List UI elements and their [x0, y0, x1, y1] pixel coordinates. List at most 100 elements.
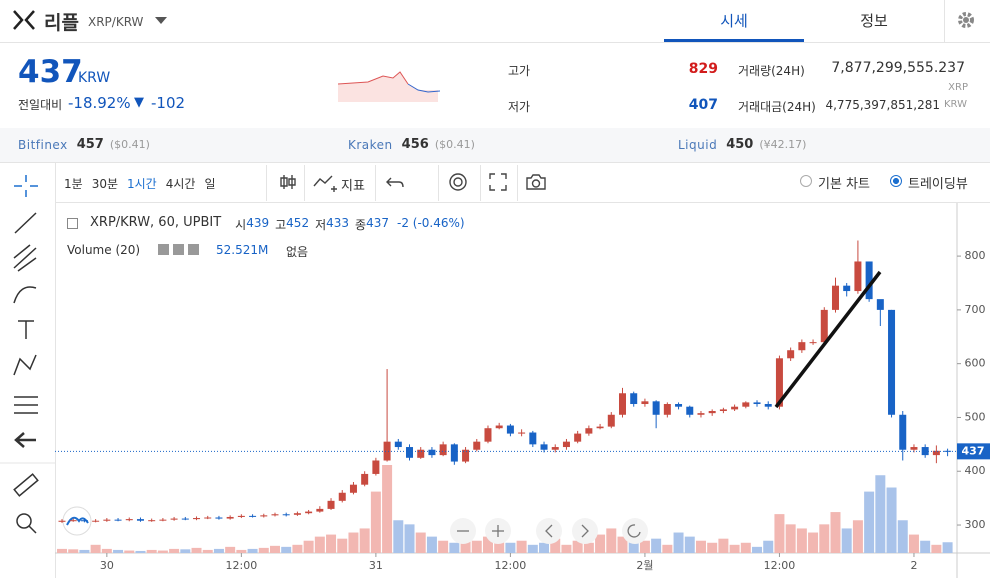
candle-body	[910, 447, 918, 450]
candle-body	[708, 411, 716, 414]
candle-body	[865, 261, 873, 300]
toolbar-icon[interactable]	[385, 172, 411, 194]
candle-body	[518, 432, 526, 434]
volume-bar	[471, 540, 482, 553]
indicator[interactable]: 지표	[341, 179, 365, 194]
candle-body	[428, 449, 436, 456]
exchange-price: 457	[76, 137, 104, 152]
volume-icons[interactable]	[158, 244, 203, 255]
interval[interactable]: 1시간	[127, 177, 157, 191]
volume-bar	[583, 542, 594, 553]
volume-bar	[247, 548, 258, 553]
tab[interactable]: 정보	[860, 12, 888, 30]
volume-bar	[639, 540, 650, 553]
symbol: XRP/KRW, 60, UPBIT	[90, 215, 222, 230]
candle-body	[562, 441, 570, 448]
chart-mode[interactable]: 트레이딩뷰	[908, 177, 968, 192]
candle-body	[193, 518, 201, 520]
volume-bar	[101, 548, 112, 553]
candle-body	[663, 404, 671, 415]
candle-body	[607, 414, 615, 427]
volume-bar	[707, 542, 718, 553]
candle-body	[843, 285, 851, 292]
coin-icon	[13, 10, 35, 30]
volume-bar	[438, 540, 449, 553]
coin-name: 리플	[44, 12, 79, 34]
volume-bar	[191, 547, 202, 553]
candle-body	[506, 425, 514, 434]
y-tick-label: 700	[965, 303, 986, 316]
candle-body	[540, 444, 548, 450]
interval[interactable]: 4시간	[165, 177, 196, 191]
drawing-tools	[0, 175, 55, 534]
volume-bar	[146, 549, 157, 553]
volume-bar	[505, 542, 516, 553]
volume-bar	[628, 540, 639, 553]
interval[interactable]: 1분	[64, 177, 83, 191]
exchange-name: Bitfinex	[18, 138, 68, 152]
tab[interactable]: 시세	[720, 12, 748, 30]
volume-bar	[808, 532, 819, 553]
x-tick-label: 2월	[636, 559, 653, 572]
volume-bar	[225, 546, 236, 553]
toolbar-icon[interactable]	[488, 172, 514, 194]
candle-body	[854, 261, 862, 292]
exchange-name: Kraken	[348, 138, 393, 152]
volume-bar	[449, 542, 460, 553]
volume-bar	[460, 538, 471, 553]
toolbar-icon[interactable]	[312, 172, 338, 194]
interval[interactable]: 일	[204, 177, 216, 191]
candle-body	[215, 517, 223, 519]
candle-body	[181, 518, 189, 520]
volume-bar	[864, 491, 875, 553]
legend-collapse[interactable]	[67, 218, 78, 229]
toolbar-icon[interactable]	[276, 172, 302, 194]
volume-bar	[292, 544, 303, 553]
candle-body	[675, 404, 683, 407]
volume-bar	[718, 538, 729, 553]
change: -102	[151, 94, 186, 112]
volume-bar	[595, 534, 606, 553]
candle-body	[473, 441, 481, 450]
volume-bar	[370, 491, 381, 553]
settings[interactable]	[956, 10, 976, 30]
toolbar-icon[interactable]	[448, 172, 474, 194]
volume-bar	[359, 528, 370, 553]
y-tick-label: 600	[965, 357, 986, 370]
dropdown[interactable]	[154, 16, 168, 26]
ohlc-change: -2 (-0.46%)	[396, 216, 465, 230]
trend-line[interactable]	[774, 270, 882, 409]
low-label: 저가	[508, 100, 531, 114]
toolbar-separator	[517, 165, 518, 201]
x-tick-label: 2	[910, 559, 917, 572]
y-tick-label: 300	[965, 518, 986, 531]
volume-bar	[415, 532, 426, 553]
candle-body	[271, 514, 279, 516]
candle-body	[372, 460, 380, 474]
interval[interactable]: 30분	[91, 177, 118, 191]
volume-bar	[79, 549, 90, 553]
candle-body	[932, 450, 940, 456]
candle-body	[417, 449, 425, 458]
ohlc-label: 시	[235, 218, 247, 232]
radio[interactable]	[890, 175, 902, 187]
change-label: 전일대비	[18, 98, 63, 112]
toolbar-icon[interactable]	[525, 172, 551, 194]
candle-body	[551, 447, 559, 450]
x-tick-label: 12:00	[764, 559, 796, 572]
volume-bar	[157, 550, 168, 553]
volume-bar	[942, 542, 953, 553]
volume-bar	[57, 548, 67, 553]
ohlc-value: 452	[286, 216, 310, 230]
candle-body	[831, 285, 839, 310]
candle-body	[630, 393, 638, 405]
candle-body	[619, 393, 626, 415]
volume-bar	[673, 532, 684, 553]
price: 437	[18, 54, 83, 90]
x-tick-label: 30	[100, 559, 114, 572]
radio[interactable]	[800, 175, 812, 187]
candle-body	[462, 449, 470, 462]
chart-mode[interactable]: 기본 차트	[818, 177, 870, 192]
candle-body	[731, 406, 739, 410]
